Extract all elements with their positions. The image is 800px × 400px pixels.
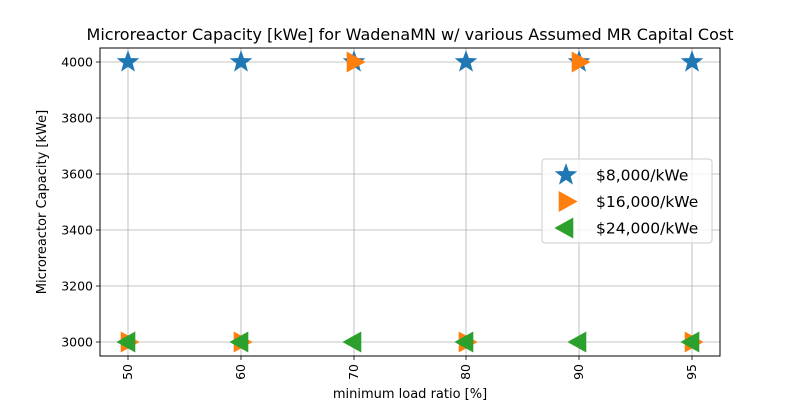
y-tick-label: 3200 (61, 279, 93, 294)
y-axis-label: Microreactor Capacity [kWe] (35, 110, 50, 294)
data-points (116, 50, 704, 353)
x-tick-label: 95 (684, 364, 699, 380)
data-point (571, 51, 591, 73)
chart-title: Microreactor Capacity [kWe] for WadenaMN… (87, 25, 734, 44)
data-point (567, 331, 587, 353)
plot-area-frame (99, 47, 721, 357)
legend-marker (554, 217, 574, 239)
data-point (454, 50, 478, 72)
x-tick-label: 80 (458, 364, 473, 380)
legend: $8,000/kWe $16,000/kWe $24,000/kWe (541, 158, 713, 244)
data-point (229, 331, 249, 353)
y-tick-label: 3800 (61, 111, 93, 126)
data-point (116, 50, 140, 72)
x-axis-label: minimum load ratio [%] (333, 387, 487, 400)
data-point (680, 50, 704, 72)
legend-marker (558, 190, 578, 213)
data-point (342, 331, 362, 353)
x-tick-label: 50 (120, 364, 135, 380)
data-point (229, 50, 253, 72)
x-tick-label: 90 (571, 364, 586, 380)
y-tick-label: 3400 (61, 223, 93, 238)
data-point (116, 331, 136, 353)
x-axis-ticks: 50 60 70 80 90 95 (120, 356, 699, 380)
data-point (680, 331, 700, 353)
y-tick-label: 4000 (61, 55, 93, 70)
data-point (454, 331, 474, 353)
y-axis-ticks: 3000 3200 3400 3600 3800 4000 (61, 55, 100, 350)
legend-marker (554, 163, 578, 185)
legend-box (541, 158, 713, 244)
y-tick-label: 3000 (61, 335, 93, 350)
x-tick-label: 70 (346, 364, 361, 380)
legend-label: $24,000/kWe (596, 220, 698, 238)
legend-label: $8,000/kWe (596, 167, 688, 185)
legend-label: $16,000/kWe (596, 193, 698, 211)
data-point (346, 51, 366, 73)
x-tick-label: 60 (233, 364, 248, 380)
y-tick-label: 3600 (61, 167, 93, 182)
